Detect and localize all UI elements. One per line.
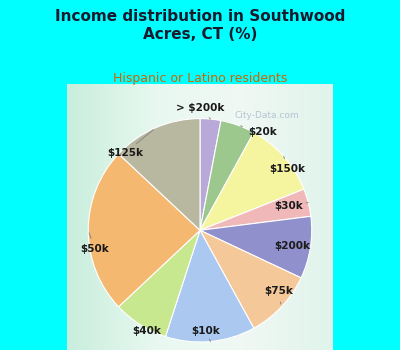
- Wedge shape: [118, 230, 200, 337]
- Text: $50k: $50k: [80, 233, 109, 254]
- Wedge shape: [118, 119, 200, 230]
- Text: $75k: $75k: [264, 287, 293, 304]
- Text: $30k: $30k: [274, 201, 308, 211]
- Wedge shape: [166, 230, 254, 342]
- Text: $125k: $125k: [107, 130, 154, 158]
- Wedge shape: [200, 189, 311, 230]
- Text: $200k: $200k: [274, 241, 310, 251]
- Text: $150k: $150k: [269, 156, 305, 174]
- Text: > $200k: > $200k: [176, 103, 224, 119]
- Wedge shape: [200, 132, 304, 230]
- Wedge shape: [200, 216, 312, 278]
- Text: Hispanic or Latino residents: Hispanic or Latino residents: [113, 72, 287, 85]
- Wedge shape: [200, 120, 254, 230]
- Text: City-Data.com: City-Data.com: [234, 111, 299, 120]
- Text: $20k: $20k: [240, 126, 277, 137]
- Wedge shape: [88, 154, 200, 307]
- Wedge shape: [200, 230, 301, 328]
- Text: $10k: $10k: [191, 327, 220, 342]
- Wedge shape: [200, 119, 221, 230]
- Text: Income distribution in Southwood
Acres, CT (%): Income distribution in Southwood Acres, …: [55, 9, 345, 42]
- Text: $40k: $40k: [132, 327, 161, 336]
